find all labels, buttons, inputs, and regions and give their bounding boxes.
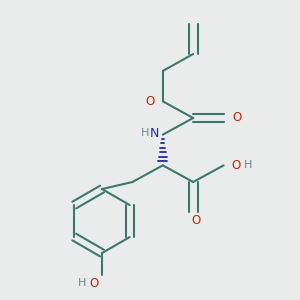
Text: O: O (146, 95, 154, 108)
Text: H: H (78, 278, 86, 289)
Text: O: O (231, 159, 240, 172)
Text: O: O (192, 214, 201, 227)
Text: H: H (243, 160, 252, 170)
Text: H: H (141, 128, 149, 138)
Text: O: O (89, 277, 99, 290)
Text: O: O (232, 112, 242, 124)
Text: N: N (150, 127, 160, 140)
